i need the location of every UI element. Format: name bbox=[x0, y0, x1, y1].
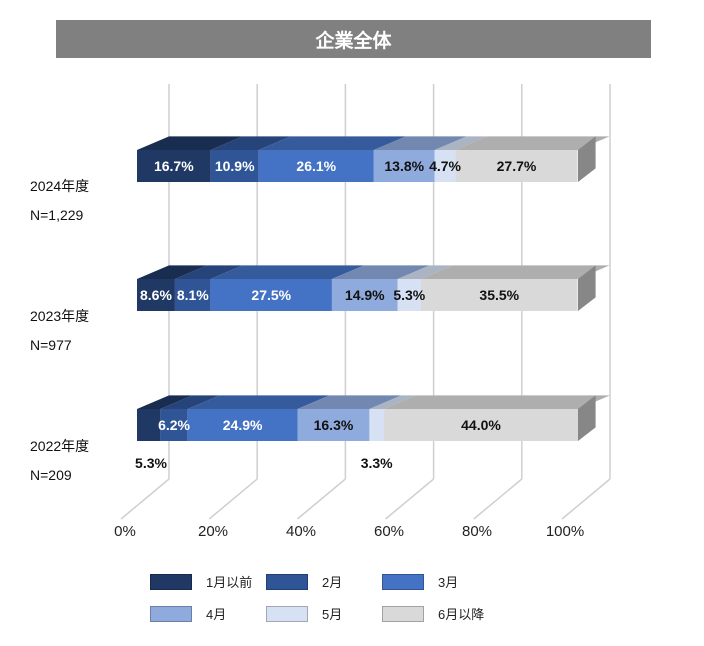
legend-item: 4月 bbox=[150, 604, 226, 623]
gridline-floor bbox=[296, 478, 346, 520]
data-label: 6.2% bbox=[158, 417, 190, 433]
legend-label: 3月 bbox=[438, 575, 459, 590]
x-tick-label: 40% bbox=[285, 523, 317, 540]
bar-side bbox=[578, 395, 596, 441]
category-year-label: 2024年度 bbox=[30, 178, 90, 194]
x-tick-label: 80% bbox=[461, 523, 493, 540]
legend-label: 1月以前 bbox=[206, 575, 253, 590]
legend-item: 6月以降 bbox=[382, 604, 484, 623]
bar-segment bbox=[210, 279, 332, 311]
data-label: 5.3% bbox=[135, 455, 167, 471]
chart-title: 企業全体 bbox=[56, 20, 651, 58]
gridline-floor bbox=[120, 478, 170, 520]
bar-segment-top bbox=[373, 136, 467, 150]
data-label: 16.7% bbox=[154, 158, 194, 174]
bar-segment-top bbox=[421, 265, 610, 279]
legend-swatch bbox=[150, 605, 192, 622]
legend-label: 2月 bbox=[322, 575, 343, 590]
data-label: 27.5% bbox=[251, 287, 291, 303]
data-label: 3.3% bbox=[361, 455, 393, 471]
bar-segment bbox=[174, 279, 211, 311]
data-label: 8.1% bbox=[177, 287, 209, 303]
bar-segment bbox=[137, 279, 175, 311]
gridline-floor bbox=[561, 478, 611, 520]
legend-item: 3月 bbox=[382, 572, 458, 591]
category-year-label: 2022年度 bbox=[30, 438, 90, 454]
bar-segment-top bbox=[331, 265, 430, 279]
bar-segment bbox=[397, 279, 422, 311]
data-label: 5.3% bbox=[393, 287, 425, 303]
bar-segment-top bbox=[174, 265, 243, 279]
gridline-floor bbox=[208, 478, 258, 520]
bar-segment-top bbox=[258, 136, 406, 150]
category-n-label: N=1,229 bbox=[30, 207, 84, 223]
legend-swatch bbox=[382, 573, 424, 590]
legend-swatch bbox=[382, 605, 424, 622]
data-label: 10.9% bbox=[215, 158, 255, 174]
bar-side bbox=[578, 136, 596, 182]
x-tick-label: 60% bbox=[373, 523, 405, 540]
bar-segment-top bbox=[397, 265, 454, 279]
bar-segment bbox=[137, 409, 161, 441]
legend-item: 2月 bbox=[266, 572, 342, 591]
category-year-label: 2023年度 bbox=[30, 308, 90, 324]
bar-segment bbox=[421, 279, 578, 311]
bar-segment bbox=[160, 409, 188, 441]
bar-segment bbox=[297, 409, 370, 441]
bar-segment-top bbox=[297, 395, 402, 409]
bar-segment bbox=[373, 150, 435, 182]
bar-segment bbox=[434, 150, 456, 182]
data-label: 24.9% bbox=[223, 417, 263, 433]
category-n-label: N=977 bbox=[30, 337, 72, 353]
category-n-label: N=209 bbox=[30, 467, 72, 483]
data-label: 16.3% bbox=[314, 417, 354, 433]
bar-segment bbox=[210, 150, 259, 182]
data-label: 14.9% bbox=[345, 287, 385, 303]
legend-item: 5月 bbox=[266, 604, 342, 623]
bar-segment-top bbox=[210, 265, 364, 279]
data-label: 35.5% bbox=[479, 287, 519, 303]
legend-swatch bbox=[266, 605, 308, 622]
x-tick-label: 0% bbox=[114, 523, 136, 540]
bar-side bbox=[578, 265, 596, 311]
gridline-floor bbox=[385, 478, 435, 520]
bar-segment-top bbox=[160, 395, 220, 409]
data-labels: 16.7% 10.9% 26.1% 13.8% 4.7% 27.7% 8.6% 8.1% 27.… bbox=[135, 158, 537, 471]
legend-item: 1月以前 bbox=[150, 572, 252, 591]
legend-label: 5月 bbox=[322, 607, 343, 622]
x-tick-label: 20% bbox=[197, 523, 229, 540]
legend-label: 6月以降 bbox=[438, 607, 485, 622]
data-label: 8.6% bbox=[140, 287, 172, 303]
data-label: 4.7% bbox=[429, 158, 461, 174]
bar-segment-top bbox=[455, 136, 610, 150]
bar-series bbox=[137, 136, 610, 441]
bar-segment-top bbox=[369, 395, 416, 409]
bar-segment bbox=[383, 409, 578, 441]
gridline-floor bbox=[473, 478, 523, 520]
legend-label: 4月 bbox=[206, 607, 227, 622]
bar-segment bbox=[258, 150, 374, 182]
bar-segment bbox=[331, 279, 398, 311]
bar-segment-top bbox=[210, 136, 291, 150]
bar-segment-top bbox=[434, 136, 488, 150]
data-label: 26.1% bbox=[296, 158, 336, 174]
data-label: 44.0% bbox=[461, 417, 501, 433]
data-label: 13.8% bbox=[384, 158, 424, 174]
legend-swatch bbox=[266, 573, 308, 590]
x-tick-label: 100% bbox=[545, 523, 585, 540]
bar-segment-top bbox=[383, 395, 610, 409]
bar-segment-top bbox=[187, 395, 330, 409]
bar-segment bbox=[137, 150, 211, 182]
legend-swatch bbox=[150, 573, 192, 590]
bar-segment-top bbox=[137, 265, 207, 279]
data-label: 27.7% bbox=[497, 158, 537, 174]
bar-segment bbox=[455, 150, 578, 182]
bar-segment-top bbox=[137, 395, 193, 409]
bar-segment-top bbox=[137, 136, 243, 150]
bar-segment bbox=[187, 409, 298, 441]
bar-segment bbox=[369, 409, 384, 441]
